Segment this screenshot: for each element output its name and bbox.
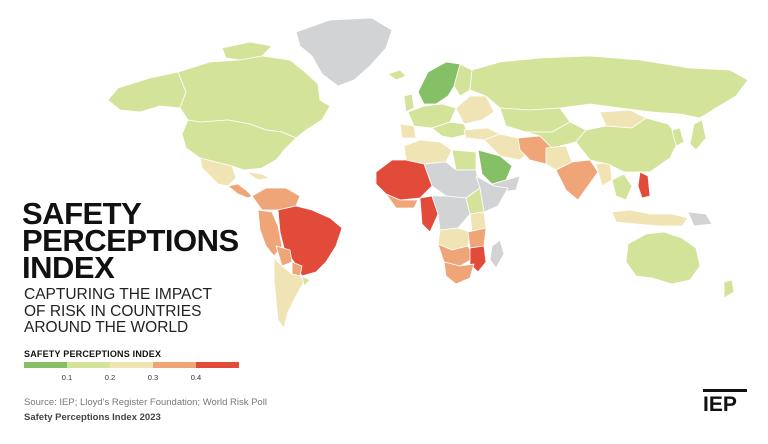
title-line-2: PERCEPTIONS xyxy=(22,223,239,258)
map-regions xyxy=(107,17,749,329)
legend-segment-5 xyxy=(196,362,239,368)
region-arctic-islands xyxy=(221,41,273,61)
region-japan xyxy=(689,119,707,151)
legend-color-bar xyxy=(24,362,239,368)
iep-logo: IEP xyxy=(703,389,747,416)
source-note: Source: IEP; Lloyd's Register Foundation… xyxy=(24,397,267,408)
logo-bar xyxy=(703,389,747,392)
region-brazil xyxy=(277,205,343,277)
region-papua xyxy=(687,211,713,227)
region-chile-argentina xyxy=(273,257,305,329)
region-tanzania xyxy=(467,227,487,249)
region-greenland xyxy=(295,17,393,87)
legend-tick-label: 0.2 xyxy=(104,373,116,382)
region-scandinavia xyxy=(417,61,461,105)
subtitle: CAPTURING THE IMPACT OF RISK IN COUNTRIE… xyxy=(24,286,264,337)
legend-segment-2 xyxy=(67,362,110,368)
region-egypt xyxy=(451,149,477,171)
region-iceland xyxy=(387,69,407,81)
region-caribbean xyxy=(245,171,271,181)
region-central-africa xyxy=(431,195,471,231)
region-new-zealand xyxy=(723,279,735,299)
region-central-africa-west xyxy=(419,195,439,233)
region-north-africa xyxy=(403,139,453,165)
title-line-1: SAFETY xyxy=(22,196,142,231)
region-finland xyxy=(453,63,473,97)
region-southeast-asia xyxy=(611,173,633,201)
legend-segment-3 xyxy=(110,362,153,368)
footer-title: Safety Perceptions Index 2023 xyxy=(24,412,161,423)
region-west-africa-coast xyxy=(385,193,419,209)
region-bangladesh-myanmar xyxy=(595,161,613,187)
region-iberia xyxy=(399,123,417,139)
subtitle-line-1: CAPTURING THE IMPACT xyxy=(24,286,213,303)
region-indonesia xyxy=(611,209,689,227)
region-china xyxy=(575,117,681,173)
subtitle-line-3: AROUND THE WORLD xyxy=(24,319,189,336)
subtitle-line-2: OF RISK IN COUNTRIES xyxy=(24,302,202,320)
legend-tick-label: 0.1 xyxy=(61,373,73,382)
region-eastern-europe xyxy=(455,95,495,125)
region-philippines xyxy=(637,171,651,199)
legend-tick-label: 0.4 xyxy=(190,373,202,382)
legend-segment-4 xyxy=(153,362,196,368)
region-alaska xyxy=(107,71,187,113)
region-colombia-venezuela xyxy=(251,187,301,211)
legend-tick-label: 0.3 xyxy=(147,373,159,382)
main-title: SAFETY PERCEPTIONS INDEX xyxy=(22,196,239,285)
title-line-3: INDEX xyxy=(22,250,115,285)
region-western-europe xyxy=(407,103,457,129)
legend-segment-1 xyxy=(24,362,67,368)
region-uruguay xyxy=(301,275,311,287)
legend-title: SAFETY PERCEPTIONS INDEX xyxy=(24,349,162,359)
region-korea xyxy=(671,127,685,147)
region-southern-africa xyxy=(443,261,475,285)
region-mozambique xyxy=(469,245,487,273)
region-central-america xyxy=(227,183,253,199)
region-india xyxy=(555,159,599,201)
region-west-africa xyxy=(375,159,433,201)
region-australia xyxy=(625,231,701,285)
logo-text: IEP xyxy=(703,393,737,416)
region-uk xyxy=(403,93,415,113)
region-madagascar xyxy=(489,239,505,269)
legend-ticks: 0.1 0.2 0.3 0.4 xyxy=(24,373,239,385)
region-usa xyxy=(181,119,297,171)
